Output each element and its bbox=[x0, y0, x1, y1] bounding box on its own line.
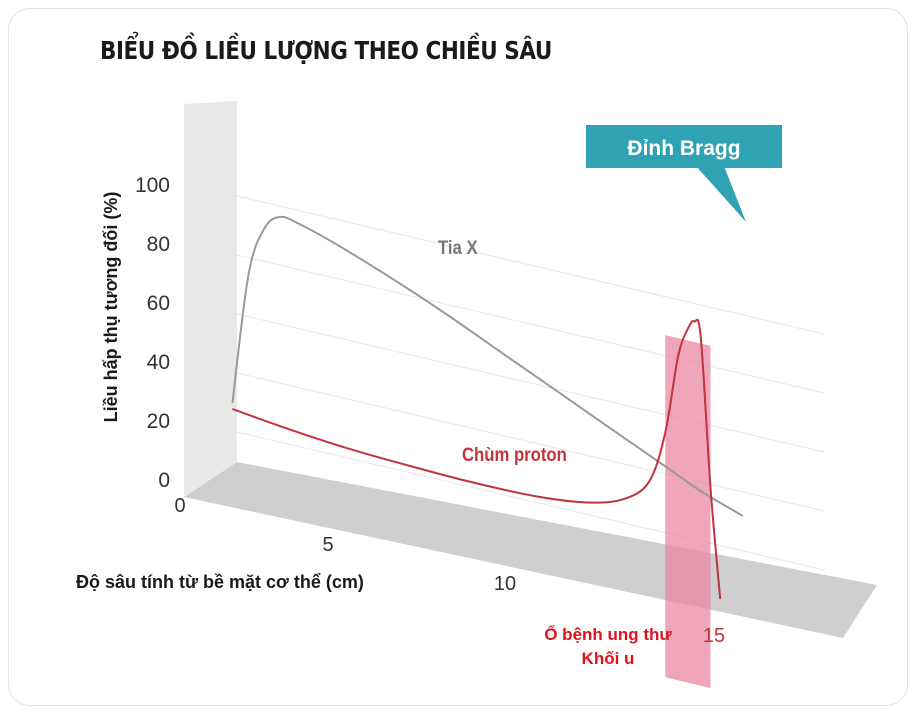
tumor-label-line2: Khối u bbox=[582, 649, 635, 668]
x-tick-label-15: 15 bbox=[703, 625, 725, 647]
x-tick-label-0: 0 bbox=[174, 495, 185, 517]
y-axis-title: Liều hấp thụ tương đối (%) bbox=[101, 192, 121, 423]
gridline-40 bbox=[189, 361, 826, 512]
y-tick-label-0: 0 bbox=[158, 469, 170, 492]
x-tick-label-10: 10 bbox=[494, 573, 516, 595]
tumor-label-line1: Ổ bệnh ung thư bbox=[544, 625, 672, 644]
gridline-20 bbox=[189, 420, 826, 571]
series-line-tia-x bbox=[231, 215, 744, 517]
y-tick-labels: 0 20 40 60 80 100 bbox=[135, 174, 170, 492]
chart-title: BIỂU ĐỒ LIỀU LƯỢNG THEO CHIỀU SÂU bbox=[100, 36, 552, 65]
y-tick-label-80: 80 bbox=[147, 233, 170, 256]
gridline-100 bbox=[189, 184, 826, 335]
series-label-tia-x: Tia X bbox=[438, 237, 478, 258]
series-line-chum-proton bbox=[232, 318, 722, 600]
bragg-callout-box bbox=[586, 125, 782, 168]
y-tick-label-100: 100 bbox=[135, 174, 170, 197]
x-tick-label-5: 5 bbox=[322, 534, 333, 556]
y-tick-label-60: 60 bbox=[147, 292, 170, 315]
gridlines bbox=[189, 184, 826, 571]
y-tick-label-40: 40 bbox=[147, 351, 170, 374]
gridline-60 bbox=[189, 302, 826, 453]
bragg-peak-label: Đỉnh Bragg bbox=[627, 137, 740, 160]
y-tick-label-20: 20 bbox=[147, 410, 170, 433]
tumor-band bbox=[665, 335, 711, 689]
gridline-80 bbox=[189, 243, 826, 394]
x-axis-title: Độ sâu tính từ bề mặt cơ thể (cm) bbox=[76, 572, 364, 592]
bragg-callout-pointer bbox=[696, 166, 746, 222]
chart-back-wall bbox=[184, 101, 237, 497]
series-label-chum-proton: Chùm proton bbox=[462, 444, 567, 465]
chart-floor bbox=[184, 462, 877, 638]
